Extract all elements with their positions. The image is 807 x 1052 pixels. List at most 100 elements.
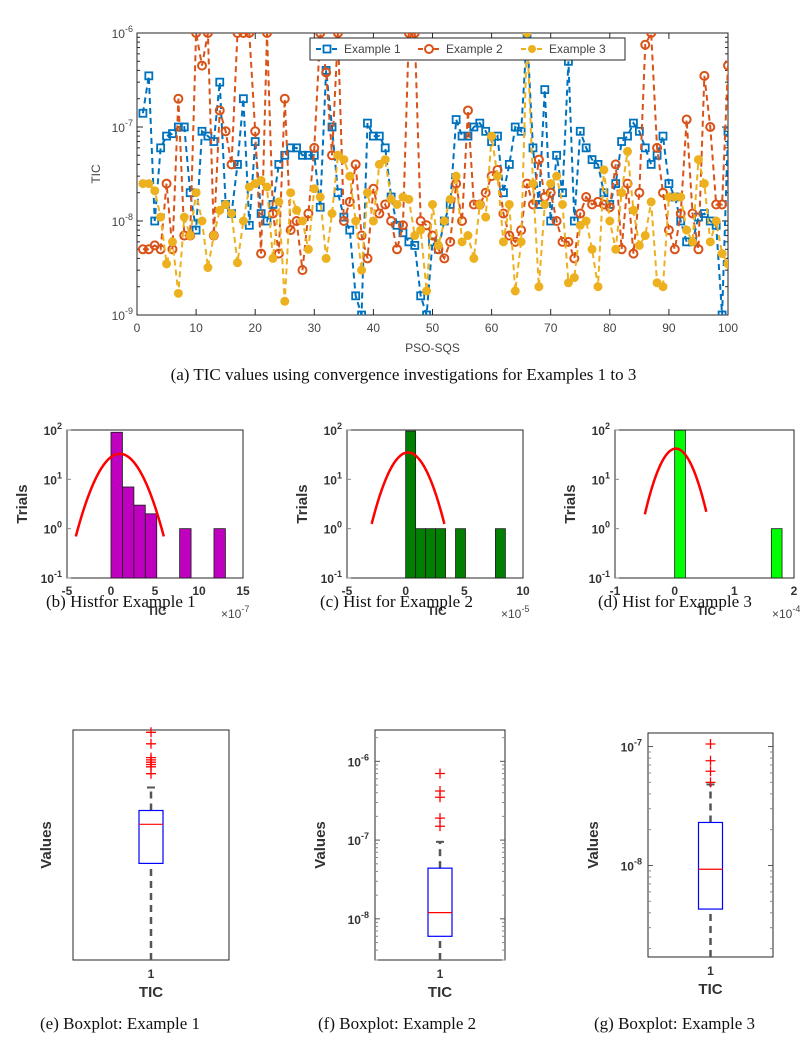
x-axis-label: TIC [147,604,167,618]
x-tick-label: 50 [426,321,440,335]
data-point [315,202,325,212]
x-tick-label: 10 [516,584,530,598]
x-multiplier: ×10-4 [772,604,800,621]
x-tick-label: 0 [671,584,678,598]
legend-box [309,37,626,61]
data-point [262,216,272,226]
data-point [309,184,319,194]
data-point [215,205,225,215]
data-point [321,67,332,78]
data-point [552,150,562,160]
data-point [445,236,456,247]
data-point [173,122,183,132]
x-axis-label: TIC [698,981,722,998]
caption-c: (c) Hist for Example 2 [320,592,473,611]
data-point [285,225,296,236]
data-point [238,216,248,226]
data-point [640,39,651,50]
x-axis-label: TIC [428,984,452,1001]
data-point [173,93,184,104]
data-point [357,265,367,275]
x-tick-label: 5 [152,584,159,598]
data-point [705,122,716,132]
data-point [481,126,491,136]
data-point [427,230,438,241]
data-point [167,237,177,247]
data-point [533,154,544,165]
data-point [617,137,627,146]
x-tick-label: 30 [308,321,322,335]
data-point [693,155,703,165]
data-point [699,70,710,81]
data-point [197,60,208,71]
data-point [232,33,243,38]
x-tick-label: 10 [192,584,206,598]
data-point [138,108,148,118]
data-point [303,244,313,254]
data-point [610,159,621,170]
x-tick-label: 5 [461,584,468,598]
data-point [457,131,467,141]
data-point [144,179,154,189]
histogram-bar [144,513,158,579]
y-tick-label: 10-1 [589,569,610,586]
data-point [551,216,562,226]
data-point [422,286,432,296]
data-point [546,216,556,226]
y-axis-label: Values [585,821,602,869]
outlier-marker [705,766,716,777]
data-point [699,179,709,189]
data-point [545,187,556,198]
x-tick-label: 90 [662,321,676,335]
data-point [558,188,567,198]
data-point [717,310,727,315]
data-point [682,225,692,235]
data-point [516,126,526,136]
data-point [480,187,491,198]
data-point [575,220,585,230]
y-tick-label: 10-8 [112,212,133,229]
outlier-marker [146,727,156,738]
data-point [380,143,390,153]
x-tick-label: 10 [189,321,203,335]
data-point [332,33,343,38]
data-point [156,212,166,222]
data-point [487,131,497,141]
data-point [191,33,202,38]
legend-label: Example 1 [344,42,401,56]
data-point [688,237,698,247]
data-point [617,188,627,198]
data-point [227,209,237,219]
y-tick-label: 10-7 [348,831,369,848]
data-point [534,282,544,292]
data-point [327,209,337,219]
data-point [439,253,450,264]
data-point [628,248,639,259]
data-point [422,310,431,315]
data-point [168,129,177,139]
plot-area [374,729,506,961]
data-point [202,33,213,38]
y-tick-label: 101 [592,470,610,487]
data-point [611,244,621,254]
hist3-chart: 102 101 100 10-1-1 0 1 2 TIC ×10-4 Trials [562,421,800,621]
caption-d: (d) Hist for Example 3 [598,592,752,611]
data-point [593,282,603,292]
data-point [162,131,171,141]
box [138,809,164,865]
data-point [623,146,633,156]
data-point [493,171,503,181]
data-point [185,231,195,241]
data-point [693,244,704,255]
data-point [629,118,638,128]
legend-label: Example 2 [446,42,503,56]
data-point [504,199,514,209]
data-point [280,296,290,306]
data-point [652,142,663,153]
data-point [297,265,308,276]
data-point [475,199,485,209]
data-point [244,220,254,230]
x-tick-label: 60 [485,321,499,335]
x-tick-label: 40 [367,321,381,335]
data-point [457,237,467,247]
